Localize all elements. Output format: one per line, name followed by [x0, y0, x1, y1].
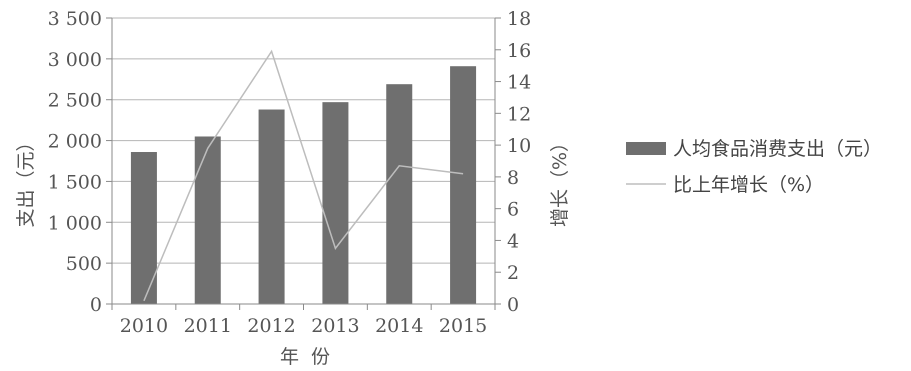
bar-2011 [194, 136, 221, 304]
x-tick-label: 2010 [120, 315, 168, 337]
left-tick-label: 1 500 [48, 171, 102, 193]
growth-line [143, 49, 464, 302]
x-tick-label: 2011 [184, 315, 232, 337]
bar-2014 [386, 84, 413, 304]
x-tick-label: 2012 [247, 315, 295, 337]
right-tick-label: 18 [507, 8, 531, 30]
gridlines [112, 17, 495, 264]
right-tick-label: 16 [507, 40, 531, 62]
right-tick-label: 4 [507, 230, 519, 252]
left-tick-label: 500 [66, 253, 102, 275]
x-axis-ticks: 2010 2011 2012 2013 2014 2015 [111, 304, 496, 337]
right-tick-label: 12 [507, 103, 531, 125]
legend-line-label: 比上年增长（%） [673, 174, 824, 196]
left-tick-label: 3 500 [48, 8, 102, 30]
bar-2010 [130, 152, 157, 304]
right-tick-label: 2 [507, 262, 519, 284]
right-tick-label: 6 [507, 199, 519, 221]
bar-2015 [450, 66, 477, 304]
legend: 人均食品消费支出（元） 比上年增长（%） [626, 138, 882, 196]
legend-bar-label: 人均食品消费支出（元） [673, 138, 882, 160]
x-tick-label: 2015 [439, 315, 487, 337]
bar-series [130, 66, 477, 305]
left-tick-label: 2 000 [48, 131, 102, 153]
x-tick-label: 2013 [311, 315, 359, 337]
bar-2012 [258, 109, 285, 305]
left-tick-label: 1 000 [48, 212, 102, 234]
left-tick-label: 3 000 [48, 49, 102, 71]
left-axis-ticks: 0 500 1 000 1 500 2 000 2 500 3 000 3 500 [48, 8, 112, 316]
left-tick-label: 0 [90, 294, 102, 316]
axes [111, 18, 496, 305]
x-axis-title: 年 份 [280, 346, 330, 368]
x-tick-label: 2014 [375, 315, 423, 337]
left-tick-label: 2 500 [48, 90, 102, 112]
right-axis-ticks: 0 2 4 6 8 10 12 14 16 18 [495, 8, 531, 316]
right-tick-label: 0 [507, 294, 519, 316]
right-tick-label: 10 [507, 135, 531, 157]
left-axis-title: 支出（元） [15, 132, 37, 227]
bar-2013 [322, 102, 349, 304]
right-tick-label: 8 [507, 167, 519, 189]
right-axis-title: 增长（%） [549, 133, 571, 227]
right-tick-label: 14 [507, 72, 531, 94]
line-series [143, 49, 464, 302]
legend-bar-swatch [626, 142, 666, 155]
